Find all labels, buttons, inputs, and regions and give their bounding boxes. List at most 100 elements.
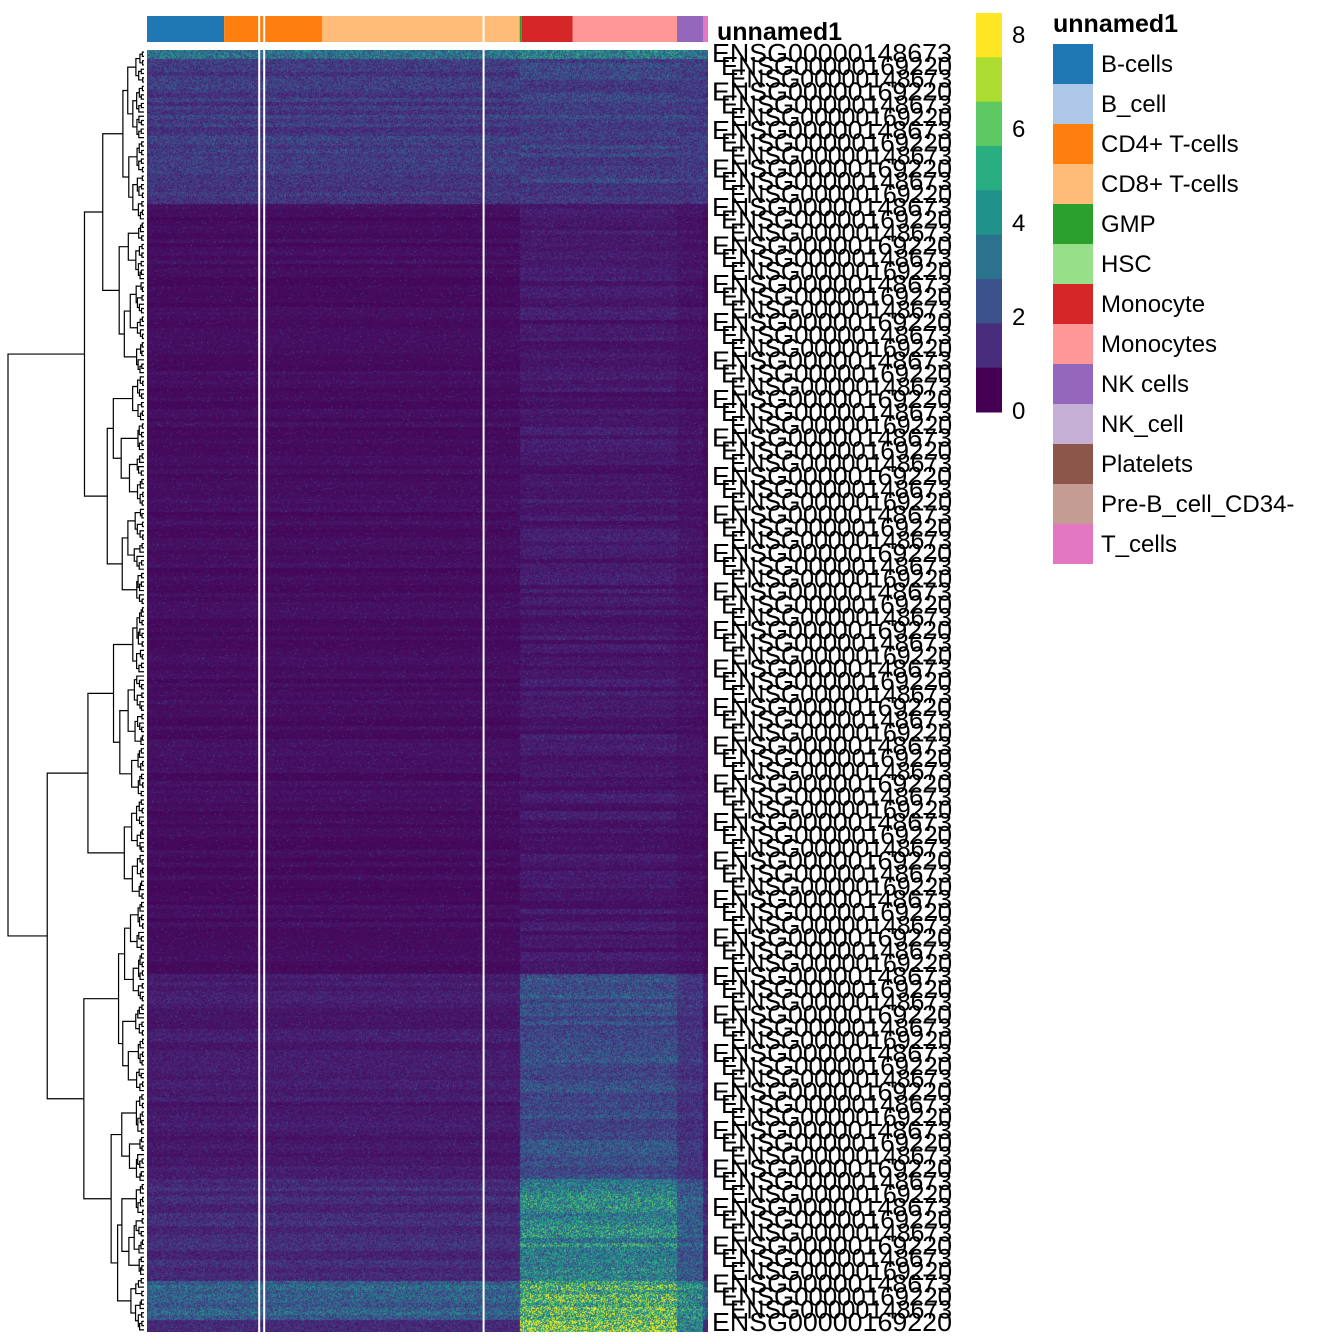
dendrogram-branch <box>127 1050 139 1081</box>
dendrogram-branch <box>141 453 144 459</box>
row-label: ENSG00000148673 <box>721 782 952 812</box>
dendrogram-branch <box>136 617 140 639</box>
dendrogram-branch <box>141 1145 144 1151</box>
dendrogram-branch <box>141 363 144 369</box>
dendrogram-branch <box>139 271 144 280</box>
dendrogram-branch <box>137 429 140 447</box>
row-label: ENSG00000169220 <box>730 102 952 132</box>
dendrogram-branch <box>140 94 144 100</box>
dendrogram-branch <box>139 530 144 538</box>
dendrogram-branch <box>136 1071 140 1088</box>
legend-swatch <box>1053 284 1093 324</box>
row-label: ENSG00000169220 <box>721 282 952 312</box>
dendrogram-branch <box>140 1136 144 1143</box>
row-label: ENSG00000169220 <box>721 743 952 773</box>
dendrogram-branch <box>135 1158 141 1178</box>
row-label: ENSG00000169220 <box>712 461 952 491</box>
row-label: ENSG00000169220 <box>712 1000 952 1030</box>
dendrogram-branch <box>141 1081 144 1087</box>
dendrogram-branch <box>139 1301 144 1310</box>
dendrogram-branch <box>136 523 143 535</box>
row-label: ENSG00000148673 <box>721 1166 952 1196</box>
dendrogram-branch <box>141 500 144 506</box>
row-label: ENSG00000148673 <box>730 1064 952 1094</box>
dendrogram-branch <box>123 927 134 981</box>
dendrogram-branch <box>122 1020 136 1067</box>
dendrogram-branch <box>119 710 132 775</box>
dendrogram-branch <box>138 1258 142 1272</box>
column-annotation-bar <box>147 16 708 42</box>
legend-item: T_cells <box>1053 524 1333 564</box>
row-label: ENSG00000148673 <box>730 679 952 709</box>
dendrogram-branch <box>138 389 144 397</box>
dendrogram-branch <box>140 431 144 438</box>
dendrogram-branch <box>141 1094 144 1100</box>
legend-swatch <box>1053 484 1093 524</box>
legend-swatch <box>1053 444 1093 484</box>
dendrogram-branch <box>137 1154 144 1165</box>
dendrogram-branch <box>141 867 144 874</box>
row-label: ENSG00000169220 <box>712 846 952 876</box>
row-label: ENSG00000148673 <box>712 730 952 760</box>
row-label: ENSG00000148673 <box>712 807 952 837</box>
row-label: ENSG00000148673 <box>730 602 952 632</box>
annotation-segment <box>676 16 703 42</box>
row-label: ENSG00000169220 <box>730 1179 952 1209</box>
dendrogram-branch <box>140 393 144 399</box>
colorbar-tick-label: 6 <box>1012 116 1026 144</box>
dendrogram-branch <box>112 643 133 743</box>
dendrogram-branch <box>7 353 85 937</box>
dendrogram-branch <box>138 612 143 624</box>
colorbar <box>976 13 1002 413</box>
dendrogram-branch <box>138 130 144 139</box>
dendrogram-branch <box>83 998 119 1200</box>
dendrogram-branch <box>141 85 144 92</box>
dendrogram-branch <box>132 627 137 662</box>
annotation-segment <box>521 16 573 42</box>
dendrogram-branch <box>136 379 141 394</box>
dendrogram-branch <box>112 397 133 459</box>
dendrogram-branch <box>142 782 144 788</box>
row-label: ENSG00000169220 <box>712 1230 952 1260</box>
legend-item: NK cells <box>1053 364 1333 404</box>
legend-swatch <box>1053 524 1093 564</box>
row-label: ENSG00000148673 <box>721 243 952 273</box>
dendrogram-branch <box>141 760 144 767</box>
dendrogram-branch <box>141 423 144 429</box>
dendrogram-branch <box>141 1320 144 1327</box>
dendrogram-branch <box>138 1068 144 1077</box>
row-label: ENSG00000169220 <box>730 333 952 363</box>
dendrogram-branch <box>138 801 143 812</box>
dendrogram-branch <box>141 243 144 250</box>
dendrogram-branch <box>138 1006 144 1015</box>
dendrogram-branch <box>141 1111 144 1117</box>
dendrogram-branch <box>140 846 144 852</box>
dendrogram-branch <box>138 583 144 592</box>
dendrogram-branch <box>141 209 144 216</box>
dendrogram-branch <box>131 865 140 892</box>
row-label: ENSG00000148673 <box>730 756 952 786</box>
row-label: ENSG00000169220 <box>730 641 952 671</box>
row-label: ENSG00000148673 <box>712 1192 952 1222</box>
dendrogram-branch <box>140 799 144 805</box>
legend-item: NK_cell <box>1053 404 1333 444</box>
row-label: ENSG00000169220 <box>721 128 952 158</box>
dendrogram-branch <box>83 211 108 497</box>
row-label: ENSG00000148673 <box>712 653 952 683</box>
dendrogram-branch <box>137 575 142 588</box>
dendrogram-branch <box>139 1173 144 1181</box>
dendrogram-branch <box>136 118 139 135</box>
row-label: ENSG00000148673 <box>712 884 952 914</box>
dendrogram-branch <box>138 816 144 825</box>
dendrogram-branch <box>139 1083 144 1092</box>
dendrogram-branch <box>140 662 144 669</box>
legend-label: Monocyte <box>1101 291 1206 318</box>
row-label: ENSG00000148673 <box>712 1038 952 1068</box>
dendrogram-branch <box>87 692 125 854</box>
row-label: ENSG00000169220 <box>721 435 952 465</box>
row-label: ENSG00000148673 <box>712 115 952 145</box>
row-label: ENSG00000148673 <box>721 320 952 350</box>
row-label: ENSG00000169220 <box>721 666 952 696</box>
dendrogram-branch <box>140 820 144 827</box>
dendrogram-branch <box>141 333 144 340</box>
